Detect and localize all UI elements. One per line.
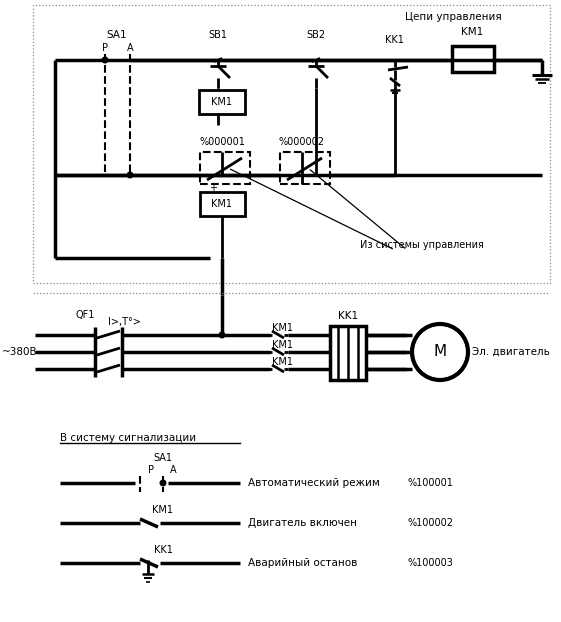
Text: M: M [434, 345, 447, 360]
Text: A: A [169, 465, 176, 475]
Bar [200, 192, 245, 216]
Text: Эл. двигатель: Эл. двигатель [472, 347, 550, 357]
Text: %000002: %000002 [279, 137, 325, 147]
Text: KM1: KM1 [211, 97, 232, 107]
Text: Аварийный останов: Аварийный останов [248, 558, 357, 568]
Text: KM1: KM1 [272, 323, 293, 333]
Circle shape [102, 57, 108, 63]
Text: В систему сигнализации: В систему сигнализации [60, 433, 196, 443]
Circle shape [219, 332, 225, 338]
Text: KM1: KM1 [211, 199, 232, 209]
Text: KK1: KK1 [385, 35, 404, 45]
Text: KM1: KM1 [272, 357, 293, 367]
Text: SA1: SA1 [107, 30, 127, 40]
Bar [330, 326, 366, 380]
Text: SB2: SB2 [306, 30, 325, 40]
Text: I>,T°>: I>,T°> [108, 317, 141, 327]
Bar [452, 46, 494, 72]
Text: P: P [102, 43, 108, 53]
Text: KM1: KM1 [153, 505, 173, 515]
Text: KK1: KK1 [154, 545, 172, 555]
Text: SA1: SA1 [154, 453, 172, 463]
Text: Двигатель включен: Двигатель включен [248, 518, 357, 528]
Circle shape [160, 480, 166, 486]
Text: KK1: KK1 [338, 311, 358, 321]
Text: P: P [148, 465, 154, 475]
Bar [200, 152, 250, 184]
Text: Из системы управления: Из системы управления [360, 240, 484, 250]
Text: A: A [127, 43, 134, 53]
Text: +: + [209, 183, 217, 193]
Text: KM1: KM1 [272, 340, 293, 350]
Bar [280, 152, 330, 184]
Text: KM1: KM1 [461, 27, 483, 37]
Text: QF1: QF1 [75, 310, 95, 320]
Text: ~380В: ~380В [2, 347, 38, 357]
Circle shape [127, 172, 133, 178]
Text: Автоматический режим: Автоматический режим [248, 478, 380, 488]
Text: %100001: %100001 [408, 478, 454, 488]
Text: %100003: %100003 [408, 558, 454, 568]
Text: %000001: %000001 [199, 137, 245, 147]
Text: SB1: SB1 [209, 30, 228, 40]
Text: Цепи управления: Цепи управления [405, 12, 502, 22]
Text: %100002: %100002 [408, 518, 454, 528]
Bar [33, 5, 550, 283]
Bar [199, 90, 245, 114]
